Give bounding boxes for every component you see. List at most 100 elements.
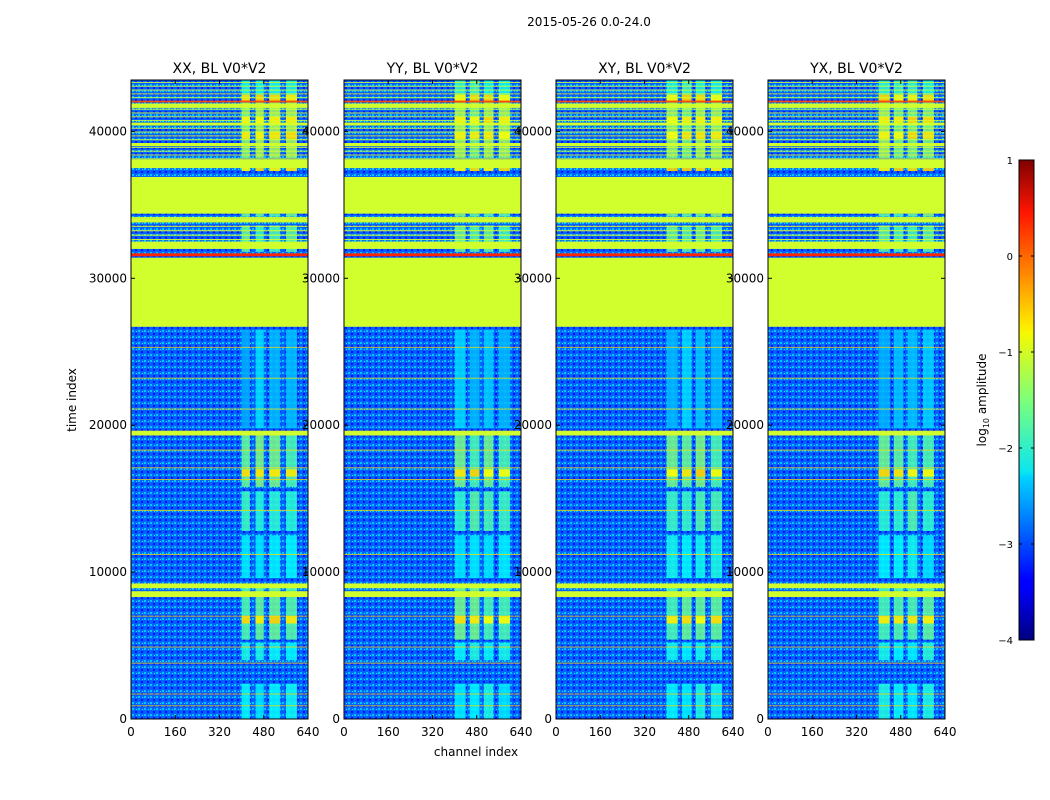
signal-hotspot	[454, 616, 466, 624]
signal-band	[469, 491, 480, 531]
signal-band	[922, 535, 934, 578]
signal-band	[285, 683, 297, 719]
rfi-line	[131, 408, 308, 410]
flagged-stripe	[768, 112, 945, 114]
signal-hotspot	[483, 469, 494, 477]
signal-hotspot	[483, 131, 494, 139]
signal-band	[454, 683, 466, 719]
x-tick-label: 160	[164, 725, 187, 739]
rfi-line	[131, 553, 308, 555]
signal-hotspot	[666, 469, 678, 477]
flagged-stripe	[344, 230, 521, 232]
signal-band	[498, 80, 510, 98]
rfi-line	[556, 479, 733, 481]
flagged-stripe	[768, 230, 945, 232]
signal-band	[893, 213, 904, 217]
signal-hotspot	[893, 94, 904, 103]
flagged-stripe	[768, 85, 945, 87]
flagged-block	[344, 103, 521, 108]
signal-hotspot	[695, 469, 706, 477]
signal-hotspot	[241, 131, 250, 139]
y-tick-label: 10000	[302, 565, 340, 579]
signal-band	[454, 586, 466, 640]
flagged-stripe	[556, 85, 733, 87]
signal-band	[666, 432, 678, 487]
y-tick-label: 0	[756, 712, 764, 726]
signal-band	[269, 225, 281, 252]
signal-band	[922, 80, 934, 98]
signal-band	[469, 535, 480, 578]
signal-band	[666, 329, 678, 429]
flagged-stripe	[556, 143, 733, 145]
y-tick-label: 30000	[89, 271, 127, 285]
signal-band	[878, 213, 890, 217]
flagged-stripe	[344, 97, 521, 99]
signal-band	[681, 80, 692, 98]
rfi-line	[768, 449, 945, 451]
signal-band	[255, 80, 264, 98]
signal-band	[454, 213, 466, 217]
x-tick-label: 640	[510, 725, 533, 739]
rfi-line	[768, 479, 945, 481]
signal-band	[498, 491, 510, 531]
y-tick-label: 0	[332, 712, 340, 726]
flagged-stripe	[344, 158, 521, 160]
signal-hotspot	[893, 469, 904, 477]
signal-band	[255, 683, 264, 719]
signal-band	[666, 225, 678, 252]
signal-hotspot	[878, 131, 890, 139]
signal-hotspot	[878, 469, 890, 477]
rfi-line	[344, 346, 521, 348]
signal-band	[907, 535, 918, 578]
flagged-stripe	[344, 146, 521, 148]
flagged-stripe	[131, 120, 308, 122]
signal-band	[681, 432, 692, 487]
signal-band	[269, 491, 281, 531]
signal-band	[285, 586, 297, 640]
signal-band	[454, 491, 466, 531]
signal-hotspot	[710, 469, 722, 477]
x-tick-label: 640	[722, 725, 745, 739]
colorbar-label: log10 amplitude	[975, 354, 991, 447]
signal-hotspot	[710, 131, 722, 139]
signal-band	[695, 491, 706, 531]
rfi-line	[768, 346, 945, 348]
signal-band	[666, 80, 678, 98]
signal-band	[454, 225, 466, 252]
signal-band	[878, 683, 890, 719]
signal-hotspot	[255, 131, 264, 139]
x-tick-label: 320	[633, 725, 656, 739]
flagged-stripe	[131, 116, 308, 118]
flagged-stripe	[768, 97, 945, 99]
flagged-stripe	[131, 143, 308, 145]
signal-band	[469, 586, 480, 640]
signal-band	[893, 642, 904, 661]
signal-band	[681, 491, 692, 531]
signal-band	[681, 213, 692, 217]
flagged-row	[768, 143, 945, 147]
signal-band	[695, 586, 706, 640]
flagged-block	[131, 218, 308, 223]
rfi-line	[344, 377, 521, 379]
flagged-block	[768, 218, 945, 223]
colorbar-tick-label: 1	[1007, 156, 1013, 167]
signal-hotspot	[710, 616, 722, 624]
signal-band	[255, 535, 264, 578]
rfi-line	[131, 693, 308, 695]
signal-band	[893, 329, 904, 429]
signal-hotspot	[269, 616, 281, 624]
y-tick-label: 40000	[89, 124, 127, 138]
signal-band	[483, 213, 494, 217]
signal-band	[907, 586, 918, 640]
signal-band	[907, 329, 918, 429]
signal-band	[255, 225, 264, 252]
rfi-line	[556, 705, 733, 707]
signal-band	[454, 642, 466, 661]
signal-band	[907, 432, 918, 487]
signal-band	[710, 642, 722, 661]
flagged-block	[131, 103, 308, 108]
rfi-line	[344, 467, 521, 469]
signal-hotspot	[241, 469, 250, 477]
flagged-block	[131, 176, 308, 214]
